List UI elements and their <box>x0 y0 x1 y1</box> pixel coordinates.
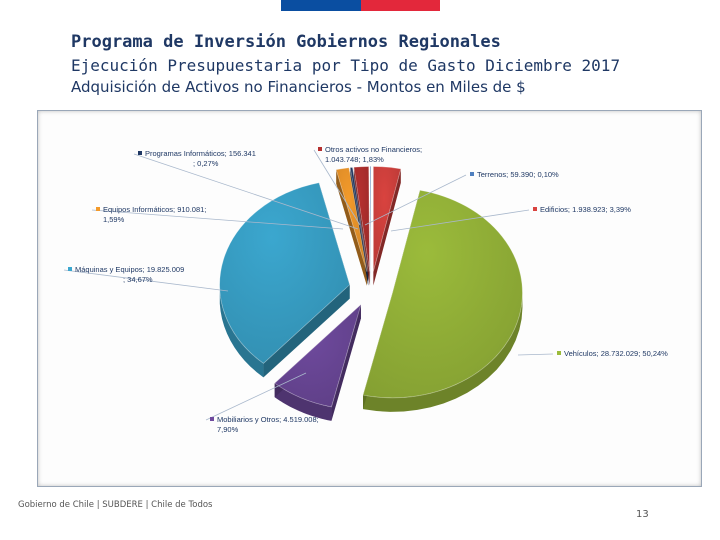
slice-label-text: Mobiliarios y Otros; 4.519.008; <box>217 415 319 424</box>
pie-chart: Edificios; 1.938.923; 3,39% Vehículos; 28… <box>63 145 668 434</box>
brand-bar-blue <box>281 0 361 11</box>
slice-label-text: Programas Informáticos; 156.341 <box>145 149 256 158</box>
slice-label-text: Terrenos; 59.390; 0,10% <box>477 170 559 179</box>
pie-slice-m-quinas-y-equipos[interactable] <box>219 182 351 364</box>
slice-label-3: Máquinas y Equipos; 19.825.009; 34,67% <box>63 265 229 292</box>
slice-label-text: Máquinas y Equipos; 19.825.009 <box>75 265 184 274</box>
pie-slice-otros-activos-no-financieros[interactable] <box>353 166 370 272</box>
legend-marker <box>470 172 474 176</box>
leader-line <box>313 149 361 226</box>
brand-color-bar <box>281 0 440 11</box>
page-title: Programa de Inversión Gobiernos Regional… <box>71 32 501 52</box>
leader-line <box>205 372 307 421</box>
brand-bar-red <box>360 0 440 11</box>
slice-label-text-2: ; 34,67% <box>123 275 153 284</box>
pie-slice-programas-inform-ticos[interactable] <box>349 166 369 272</box>
pie-slice-equipos-inform-ticos[interactable] <box>335 167 368 272</box>
legend-marker <box>318 147 322 151</box>
slice-label-5: Programas Informáticos; 156.341; 0,27% <box>133 149 359 230</box>
slice-label-text: Edificios; 1.938.923; 3,39% <box>540 205 631 214</box>
legend-marker <box>96 207 100 211</box>
slice-label-6: Otros activos no Financieros;1.043.748; … <box>313 145 422 226</box>
slice-label-1: Vehículos; 28.732.029; 50,24% <box>517 349 668 358</box>
pie-slice-mobiliarios-y-otros[interactable] <box>274 303 362 408</box>
slice-label-text-2: 7,90% <box>217 425 239 434</box>
slice-label-text: Vehículos; 28.732.029; 50,24% <box>564 349 668 358</box>
pie-slice-side-7 <box>370 166 371 286</box>
pie-slice-veh-culos[interactable] <box>362 189 523 399</box>
legend-marker <box>533 207 537 211</box>
leader-line <box>63 269 229 292</box>
slice-label-text-2: 1.043.748; 1,83% <box>325 155 384 164</box>
slice-label-text-2: 1,59% <box>103 215 125 224</box>
pie-slice-edificios[interactable] <box>372 166 402 272</box>
pie-chart-frame: Edificios; 1.938.923; 3,39% Vehículos; 28… <box>37 110 702 487</box>
legend-marker <box>138 151 142 155</box>
leader-line <box>364 174 467 226</box>
page-subtitle: Ejecución Presupuestaria por Tipo de Gas… <box>71 56 621 75</box>
slice-label-text: Otros activos no Financieros; <box>325 145 422 154</box>
leader-line <box>517 353 554 356</box>
pie-slice-terrenos[interactable] <box>369 166 372 272</box>
slice-label-2: Mobiliarios y Otros; 4.519.008;7,90% <box>205 372 319 434</box>
leader-line <box>91 209 344 230</box>
slice-label-text-2: ; 0,27% <box>193 159 219 168</box>
page-subtitle-secondary: Adquisición de Activos no Financieros - … <box>71 78 526 96</box>
slice-label-4: Equipos Informáticos; 910.081;1,59% <box>91 205 344 230</box>
pie-slice-side-0 <box>373 168 401 286</box>
legend-marker <box>210 417 214 421</box>
slice-label-0: Edificios; 1.938.923; 3,39% <box>390 205 631 232</box>
legend-marker <box>557 351 561 355</box>
slice-label-text: Equipos Informáticos; 910.081; <box>103 205 206 214</box>
leader-line <box>133 153 359 230</box>
legend-marker <box>68 267 72 271</box>
page-number: 13 <box>636 509 649 520</box>
slice-label-7: Terrenos; 59.390; 0,10% <box>364 170 559 226</box>
footer-text: Gobierno de Chile | SUBDERE | Chile de T… <box>18 500 213 510</box>
leader-line <box>390 209 530 232</box>
